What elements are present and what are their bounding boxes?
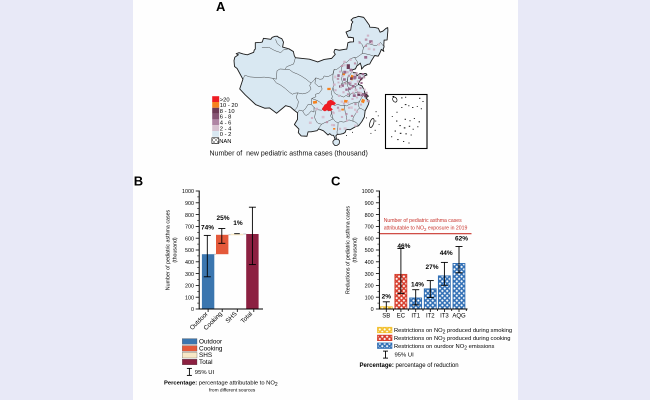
svg-text:2%: 2% [382,294,392,301]
svg-text:800: 800 [365,213,374,219]
svg-text:Restrictions on NO2 produced d: Restrictions on NO2 produced during smok… [394,328,512,336]
svg-text:500: 500 [185,248,194,254]
svg-text:27%: 27% [425,264,438,271]
svg-text:1000: 1000 [362,189,374,195]
svg-text:200: 200 [185,284,194,290]
svg-text:25%: 25% [216,215,229,222]
svg-text:700: 700 [185,225,194,231]
svg-text:74%: 74% [201,225,214,232]
svg-text:1%: 1% [233,220,243,227]
svg-text:46%: 46% [397,243,410,250]
svg-text:A: A [216,0,226,14]
svg-text:Number of new pediatric asthm: Number of new pediatric asthma cases (th… [210,150,368,157]
svg-text:800: 800 [185,213,194,219]
svg-text:(thousand): (thousand) [172,237,178,263]
svg-text:1000: 1000 [182,189,194,195]
svg-text:900: 900 [185,201,194,207]
svg-text:EC: EC [397,314,406,320]
svg-text:Restrictions on ourdoor NO2 em: Restrictions on ourdoor NO2 emissions [394,344,495,352]
svg-text:Total: Total [199,359,213,366]
svg-text:14%: 14% [411,282,424,289]
svg-text:400: 400 [185,260,194,266]
svg-text:6 - 8: 6 - 8 [220,115,232,121]
svg-text:IT2: IT2 [426,314,435,320]
svg-text:700: 700 [365,225,374,231]
svg-text:NAN: NAN [219,139,231,145]
svg-text:attributable to NO2 exposure i: attributable to NO2 exposure in 2019 [384,226,468,232]
svg-text:400: 400 [365,260,374,266]
svg-text:10 - 20: 10 - 20 [220,103,238,109]
svg-text:IT3: IT3 [440,314,449,320]
svg-text:Percentage: percentage of redu: Percentage: percentage of reduction [360,363,459,369]
svg-text:44%: 44% [440,250,453,257]
svg-text:600: 600 [365,236,374,242]
svg-text:Outdoor: Outdoor [199,338,223,345]
svg-text:0: 0 [371,307,374,313]
svg-text:62%: 62% [455,235,468,242]
svg-text:B: B [134,173,143,188]
svg-text:900: 900 [365,201,374,207]
svg-text:AQG: AQG [452,314,466,320]
svg-text:0: 0 [191,307,194,313]
svg-text:(thousand): (thousand) [352,237,358,263]
svg-text:Percentage: percentage attribu: Percentage: percentage attributable to N… [164,380,278,388]
svg-text:Reductions of pediatric asthma: Reductions of pediatric asthma cases [345,206,351,294]
svg-text:500: 500 [365,248,374,254]
svg-text:300: 300 [365,272,374,278]
svg-text:100: 100 [365,295,374,301]
svg-text:Restrictions on NO2 produced d: Restrictions on NO2 produced during cook… [394,336,511,344]
svg-text:2 - 4: 2 - 4 [220,126,232,132]
svg-text:SHS: SHS [225,311,239,325]
svg-text:Number of pediatric asthma cas: Number of pediatric asthma cases [384,218,462,224]
svg-text:>20: >20 [220,97,230,103]
svg-text:Total: Total [240,311,254,325]
svg-text:0 - 2: 0 - 2 [220,132,232,138]
svg-text:Number of pediatric asthma cas: Number of pediatric asthma cases [166,209,172,290]
svg-text:C: C [331,173,341,188]
svg-text:IT1: IT1 [411,314,420,320]
svg-text:600: 600 [185,236,194,242]
svg-text:100: 100 [185,295,194,301]
svg-text:300: 300 [185,272,194,278]
svg-text:SB: SB [382,314,390,320]
svg-text:95% UI: 95% UI [195,370,215,376]
svg-text:200: 200 [365,284,374,290]
svg-text:from different sources: from different sources [209,387,256,393]
svg-text:8 - 10: 8 - 10 [220,109,235,115]
svg-text:Cooking: Cooking [199,345,223,352]
svg-text:95% UI: 95% UI [395,353,415,359]
svg-text:4 - 6: 4 - 6 [220,121,232,127]
svg-text:SHS: SHS [199,352,212,359]
